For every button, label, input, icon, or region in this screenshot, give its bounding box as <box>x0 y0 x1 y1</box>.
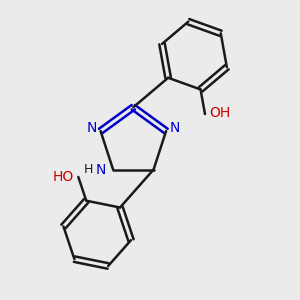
Text: N: N <box>96 163 106 176</box>
Text: N: N <box>86 121 97 135</box>
Text: N: N <box>170 121 180 135</box>
Text: HO: HO <box>52 170 74 184</box>
Text: OH: OH <box>209 106 231 120</box>
Text: H: H <box>84 163 93 176</box>
